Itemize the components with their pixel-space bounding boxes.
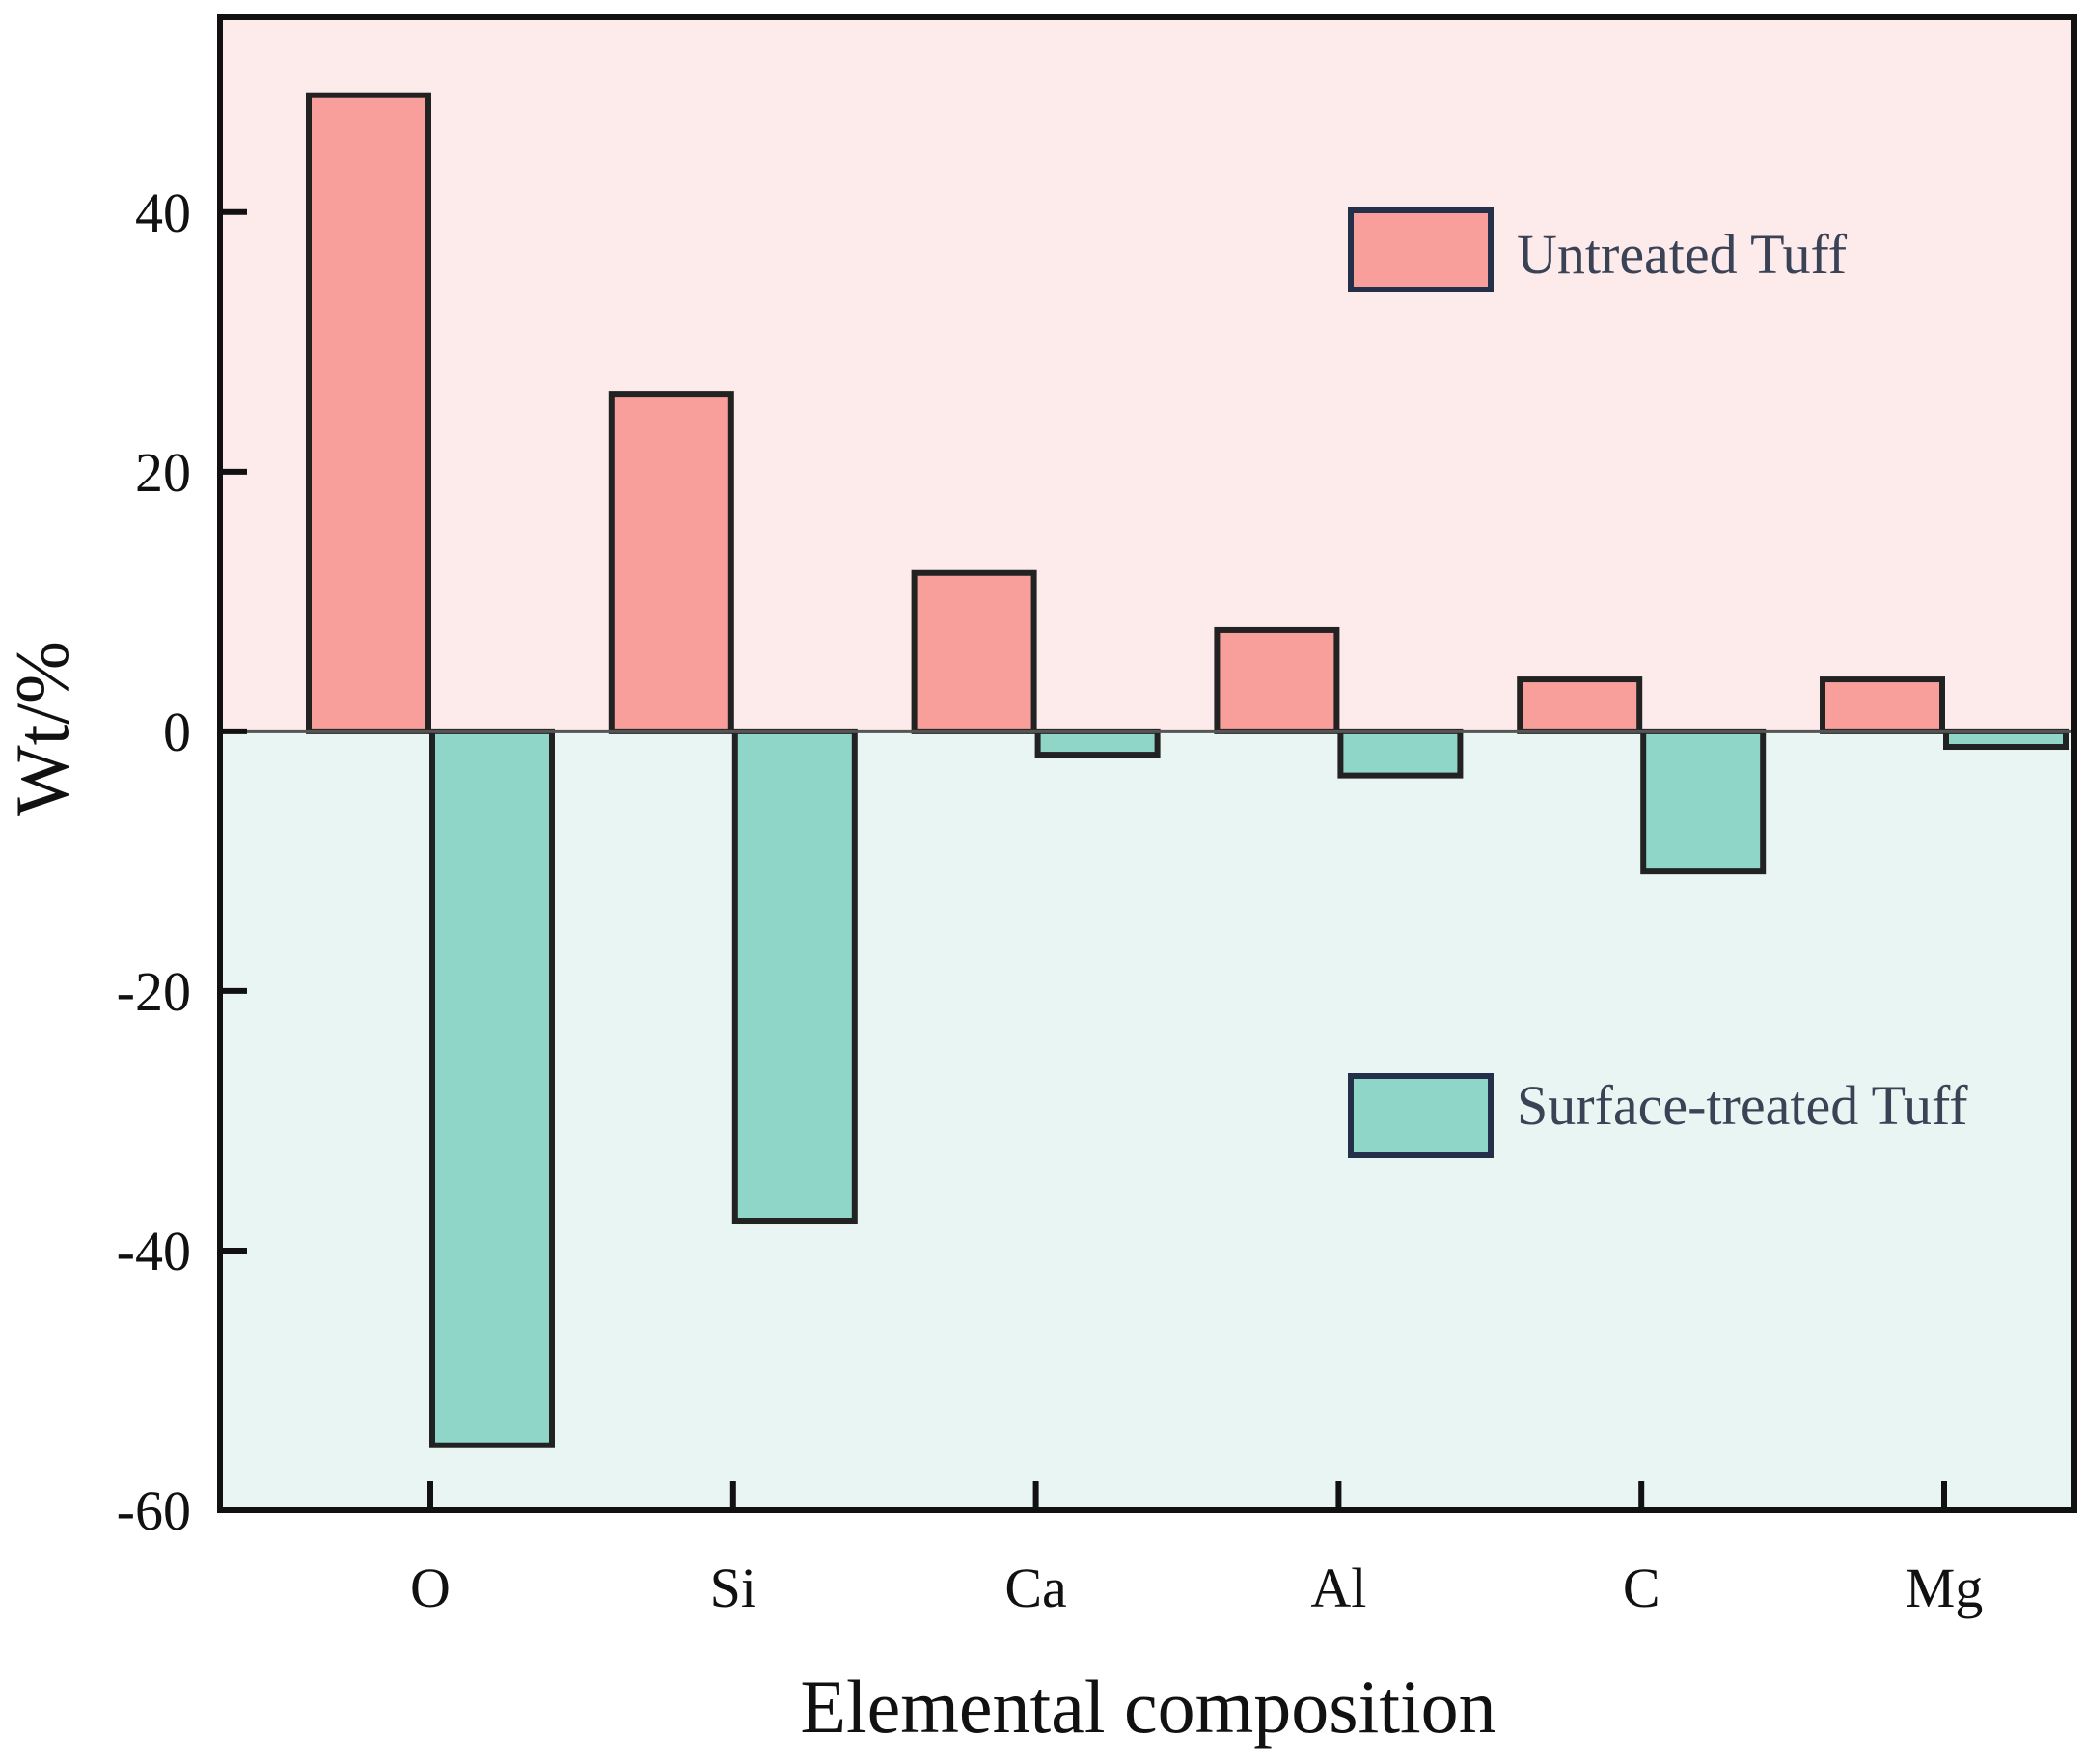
bar-surface-treated-ca [1034, 728, 1161, 758]
y-tick-label-0: 0 [163, 701, 191, 763]
bar-untreated-ca [911, 569, 1037, 734]
bar-surface-treated-si [731, 728, 858, 1225]
bar-untreated-c [1517, 676, 1643, 734]
x-tick-label-si: Si [710, 1557, 756, 1619]
bar-untreated-o [306, 92, 431, 734]
x-tick-label-mg: Mg [1906, 1557, 1984, 1619]
x-tick-label-ca: Ca [1004, 1557, 1066, 1619]
legend-swatch-surface-treated [1348, 1073, 1494, 1158]
bar-surface-treated-o [429, 728, 555, 1448]
y-axis-title: Wt/% [0, 641, 84, 816]
x-axis-title: Elemental composition [800, 1665, 1495, 1749]
x-tick-label-c: C [1623, 1557, 1660, 1619]
bar-untreated-al [1214, 626, 1340, 734]
x-tick-label-o: O [410, 1557, 451, 1619]
y-tick-label-neg20: -20 [117, 960, 191, 1023]
legend-label-untreated: Untreated Tuff [1517, 223, 1848, 286]
bar-surface-treated-mg [1943, 728, 2069, 751]
bar-untreated-mg [1820, 676, 1945, 734]
y-tick-label-neg40: -40 [117, 1220, 191, 1282]
y-tick-label-neg60: -60 [117, 1479, 191, 1542]
y-tick-label-40: 40 [135, 181, 191, 244]
bar-untreated-si [608, 391, 734, 734]
plot-frame [217, 14, 2077, 1513]
legend: Untreated Tuff Surface-treated Tuff [1348, 207, 1968, 1158]
bar-surface-treated-c [1640, 728, 1767, 875]
positive-region [220, 17, 2074, 731]
legend-label-surface-treated: Surface-treated Tuff [1517, 1074, 1968, 1137]
legend-swatch-untreated [1348, 207, 1494, 292]
x-tick-label-al: Al [1310, 1557, 1366, 1619]
axes: O Si Ca Al C Mg -60 -40 -20 0 20 40 [117, 14, 2077, 1619]
y-tick-label-20: 20 [135, 441, 191, 504]
bar-surface-treated-al [1337, 728, 1464, 779]
